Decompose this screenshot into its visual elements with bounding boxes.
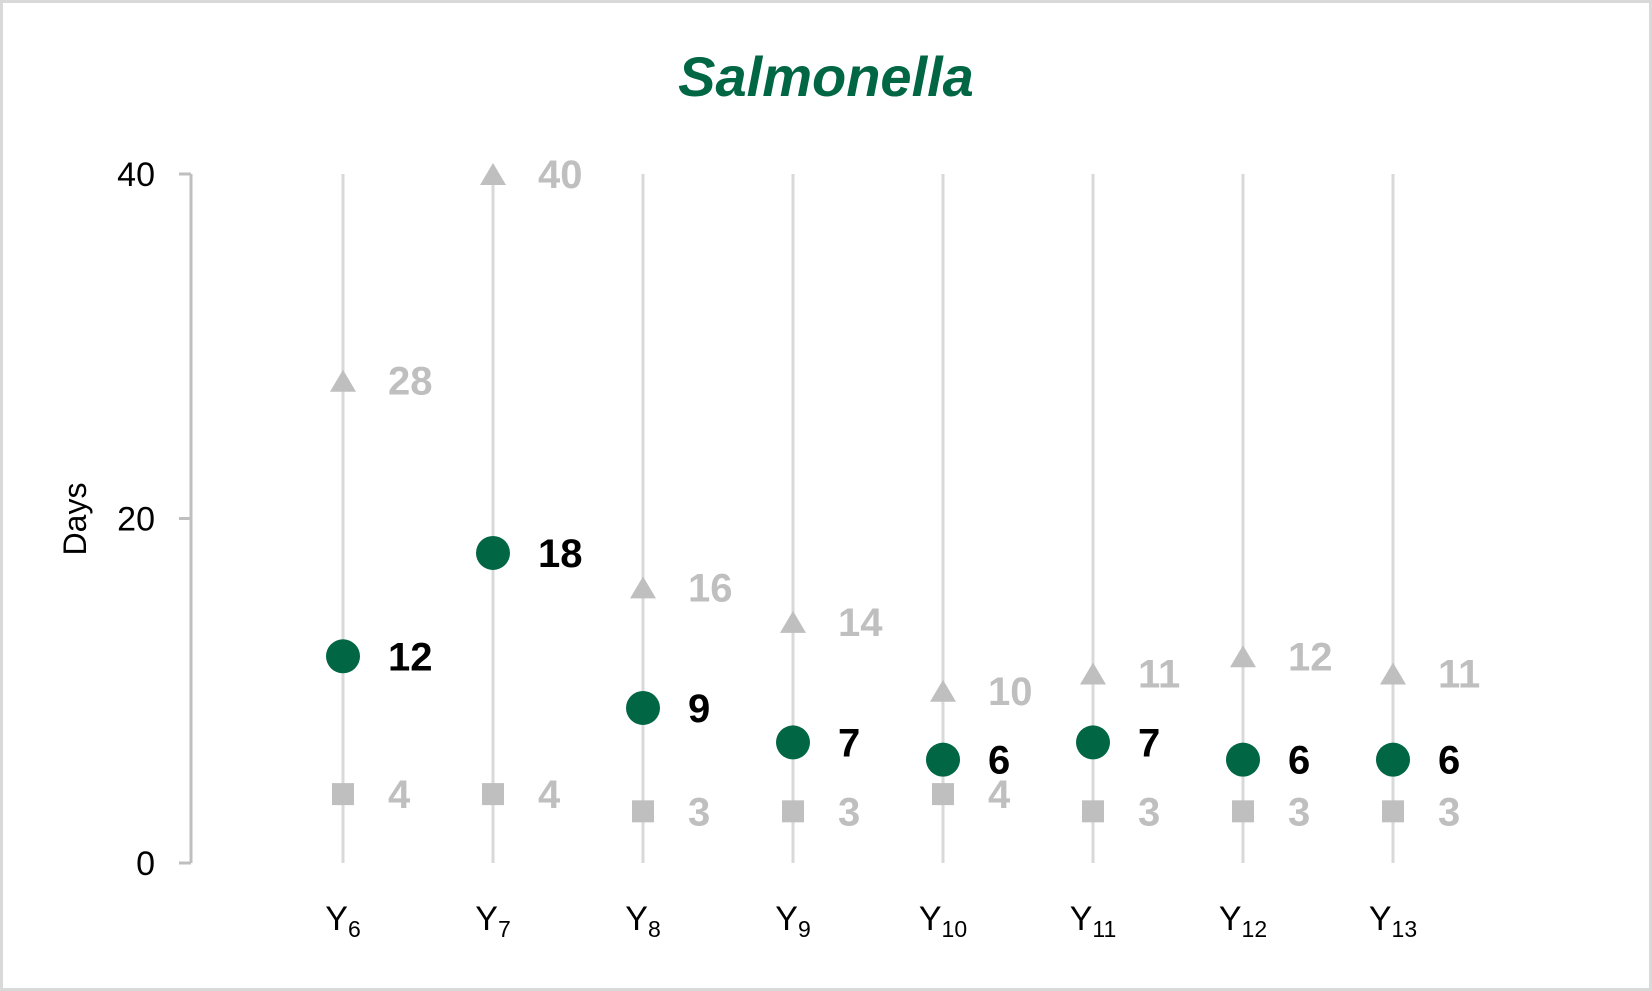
triangle-point xyxy=(480,163,506,185)
circle-point xyxy=(1376,742,1410,777)
circle-data-label: 9 xyxy=(688,687,710,731)
square-point xyxy=(482,783,504,806)
series-triangle: 28 40 16 14 10 11 12 11 xyxy=(330,153,1480,714)
circle-data-label: 18 xyxy=(538,532,583,576)
square-point xyxy=(1232,800,1254,823)
square-point xyxy=(1082,800,1104,823)
circle-data-label: 12 xyxy=(388,635,433,679)
circle-point xyxy=(776,725,810,760)
square-data-label: 3 xyxy=(1438,790,1460,834)
triangle-data-label: 40 xyxy=(538,153,583,197)
y-tick-label: 20 xyxy=(117,501,155,539)
square-point xyxy=(782,800,804,823)
x-tick-label: Y11 xyxy=(1070,900,1117,942)
circle-data-label: 7 xyxy=(1138,721,1160,765)
square-data-label: 3 xyxy=(688,790,710,834)
square-point xyxy=(1382,800,1404,823)
x-tick-label: Y10 xyxy=(919,900,967,942)
y-tick-label: 40 xyxy=(117,156,155,194)
x-tick-label: Y13 xyxy=(1369,900,1417,942)
circle-point xyxy=(1076,725,1110,760)
circle-point xyxy=(926,742,960,777)
triangle-point xyxy=(1380,662,1406,685)
square-point xyxy=(932,783,954,806)
square-data-label: 4 xyxy=(388,773,411,817)
y-axis-label: Days xyxy=(57,483,93,556)
triangle-point xyxy=(630,576,656,599)
x-tick-label: Y7 xyxy=(475,900,510,942)
square-data-label: 3 xyxy=(1138,790,1160,834)
circle-data-label: 6 xyxy=(1288,739,1310,783)
x-tick-label: Y6 xyxy=(325,900,360,942)
triangle-data-label: 12 xyxy=(1288,635,1333,679)
x-tick-label: Y8 xyxy=(625,900,660,942)
series-circle: 12 18 9 7 6 7 6 6 xyxy=(326,532,1460,783)
triangle-point xyxy=(930,679,956,702)
x-axis-tick-labels: Y6 Y7 Y8 Y9 Y10 Y11 Y12 Y13 xyxy=(325,900,1417,942)
circle-data-label: 7 xyxy=(838,721,860,765)
gridlines xyxy=(341,174,1395,863)
series-square: 4 4 3 3 4 3 3 3 xyxy=(332,773,1460,834)
triangle-data-label: 11 xyxy=(1138,653,1180,697)
triangle-data-label: 10 xyxy=(988,670,1033,714)
triangle-data-label: 14 xyxy=(838,601,883,645)
square-point xyxy=(632,800,654,823)
square-data-label: 3 xyxy=(838,790,860,834)
triangle-data-label: 28 xyxy=(388,360,433,404)
square-data-label: 4 xyxy=(988,773,1011,817)
circle-point xyxy=(326,639,360,674)
circle-data-label: 6 xyxy=(988,739,1010,783)
triangle-point xyxy=(1230,645,1256,668)
triangle-point xyxy=(1080,662,1106,685)
circle-point xyxy=(1226,742,1260,777)
triangle-data-label: 16 xyxy=(688,566,733,610)
chart-title: Salmonella xyxy=(678,45,974,108)
circle-data-label: 6 xyxy=(1438,739,1460,783)
triangle-point xyxy=(780,610,806,633)
y-tick-label: 0 xyxy=(136,845,155,883)
square-data-label: 4 xyxy=(538,773,561,817)
triangle-data-label: 11 xyxy=(1438,653,1480,697)
x-tick-label: Y9 xyxy=(775,900,810,942)
y-axis: 0 20 40 xyxy=(117,156,193,883)
square-point xyxy=(332,783,354,806)
x-tick-label: Y12 xyxy=(1219,900,1267,942)
circle-point xyxy=(476,535,510,570)
circle-point xyxy=(626,690,660,725)
square-data-label: 3 xyxy=(1288,790,1310,834)
triangle-point xyxy=(330,369,356,392)
